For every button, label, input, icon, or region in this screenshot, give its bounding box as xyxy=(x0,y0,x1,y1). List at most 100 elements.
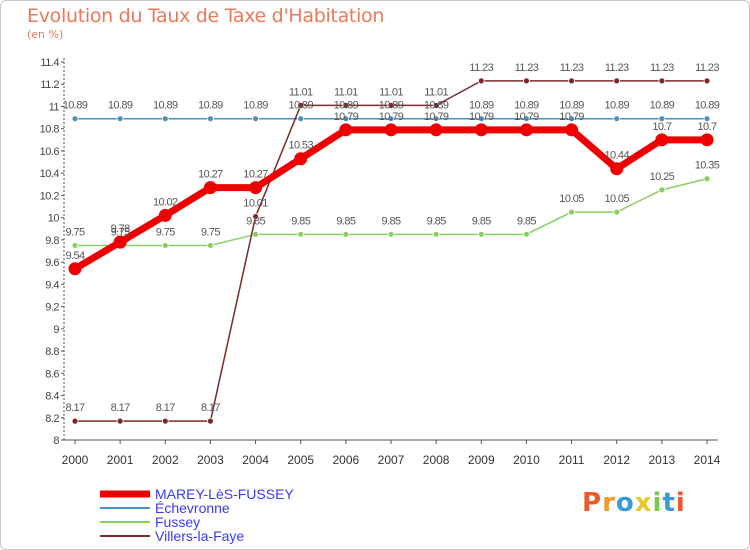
data-label: 10.02 xyxy=(153,196,178,208)
data-point xyxy=(477,77,485,85)
data-point xyxy=(523,77,530,85)
data-point xyxy=(252,230,259,238)
data-point xyxy=(113,235,127,249)
data-label: 8.17 xyxy=(156,402,175,414)
data-point xyxy=(613,208,621,216)
data-label: 10.89 xyxy=(108,100,133,112)
data-label: 10.79 xyxy=(469,111,494,123)
data-point xyxy=(161,417,169,425)
data-label: 11.23 xyxy=(605,62,629,74)
data-point xyxy=(297,101,305,109)
data-label: 10.79 xyxy=(334,111,359,123)
data-label: 9.85 xyxy=(246,215,265,227)
data-point xyxy=(116,417,124,425)
data-label: 10.05 xyxy=(604,193,629,205)
legend-label: Fussey xyxy=(155,514,200,530)
x-tick-label: 2014 xyxy=(694,453,721,467)
data-point xyxy=(387,101,395,109)
data-point xyxy=(658,77,666,85)
data-label: 10.89 xyxy=(559,100,584,112)
y-tick-label: 11.2 xyxy=(40,79,59,91)
data-label: 8.17 xyxy=(111,402,130,414)
y-tick-label: 9.8 xyxy=(45,235,59,247)
data-label: 10.89 xyxy=(604,100,629,112)
data-point xyxy=(384,123,398,137)
data-label: 9.54 xyxy=(65,250,84,262)
legend-label: Villers-la-Faye xyxy=(155,528,244,544)
data-point xyxy=(477,230,485,238)
data-point xyxy=(207,242,214,249)
data-label: 9.75 xyxy=(65,226,84,238)
data-label: 9.85 xyxy=(291,215,310,227)
data-label: 10.89 xyxy=(288,100,313,112)
data-point xyxy=(161,115,169,123)
data-point xyxy=(158,208,172,222)
data-label: 10.27 xyxy=(198,169,223,181)
data-label: 11.23 xyxy=(515,62,539,74)
data-point xyxy=(203,181,217,195)
data-label: 11.23 xyxy=(650,62,674,74)
data-point xyxy=(658,186,666,194)
data-label: 10.89 xyxy=(424,100,449,112)
data-label: 11.01 xyxy=(334,86,358,98)
data-point xyxy=(658,115,666,123)
x-tick-label: 2006 xyxy=(333,453,360,467)
y-tick-label: 10.4 xyxy=(40,168,60,180)
logo-letter: r xyxy=(602,488,616,518)
labels-3: 8.17 8.17 8.17 8.17 10.01 11.01 11.01 11.01 11.0… xyxy=(65,62,719,414)
data-point xyxy=(339,123,353,137)
data-label: 10.89 xyxy=(469,100,494,112)
data-point xyxy=(387,230,395,238)
series-1 xyxy=(71,115,711,123)
data-point xyxy=(432,101,440,109)
data-point xyxy=(71,115,79,123)
data-point xyxy=(252,213,259,220)
x-tick-label: 2002 xyxy=(152,453,179,467)
y-tick-label: 8.6 xyxy=(45,368,59,380)
data-point xyxy=(71,417,79,425)
legend-label: Échevronne xyxy=(155,500,230,516)
y-tick-label: 10.8 xyxy=(40,124,60,136)
proxiti-logo: Proxiti xyxy=(582,488,686,518)
data-point xyxy=(429,123,443,137)
data-point xyxy=(249,181,263,195)
data-label: 10.53 xyxy=(288,140,313,152)
logo-letter: i xyxy=(675,488,686,518)
y-tick-label: 9.6 xyxy=(45,257,59,269)
y-tick-label: 11 xyxy=(49,101,60,113)
data-label: 10.25 xyxy=(650,171,675,183)
data-point xyxy=(477,115,485,123)
data-label: 10.89 xyxy=(198,100,223,112)
data-label: 10.89 xyxy=(153,100,178,112)
data-point xyxy=(294,152,308,166)
legend-label: MAREY-LèS-FUSSEY xyxy=(155,486,294,502)
axes: 8 8.2 8.4 8.6 8.8 9 9.2 9.4 9.6 9.8 10 10.2 10.4 10.6… xyxy=(40,57,721,467)
x-tick-label: 2007 xyxy=(378,453,405,467)
chart-title: Evolution du Taux de Taxe d'Habitation xyxy=(27,5,385,27)
labels-0: 9.54 9.78 10.02 10.27 10.27 10.53 10.79 10.79 10… xyxy=(65,111,717,262)
data-point xyxy=(474,123,488,137)
data-label: 9.85 xyxy=(381,215,400,227)
data-label: 10.27 xyxy=(243,169,268,181)
x-tick-label: 2009 xyxy=(468,453,495,467)
data-point xyxy=(523,230,530,238)
data-label: 9.85 xyxy=(472,215,491,227)
x-tick-label: 2013 xyxy=(649,453,676,467)
data-label: 10.35 xyxy=(695,160,720,172)
data-point xyxy=(161,242,169,249)
data-point xyxy=(71,242,79,249)
data-point xyxy=(703,77,711,85)
data-point xyxy=(68,262,82,276)
data-label: 10.79 xyxy=(559,111,584,123)
data-point xyxy=(342,101,350,109)
data-point xyxy=(655,133,669,147)
data-label: 10.89 xyxy=(650,100,675,112)
data-label: 9.85 xyxy=(427,215,446,227)
data-label: 10.7 xyxy=(652,121,671,133)
data-point xyxy=(568,208,575,216)
x-tick-label: 2011 xyxy=(559,453,585,467)
logo-letter: i xyxy=(652,488,663,518)
data-label: 9.85 xyxy=(517,215,536,227)
